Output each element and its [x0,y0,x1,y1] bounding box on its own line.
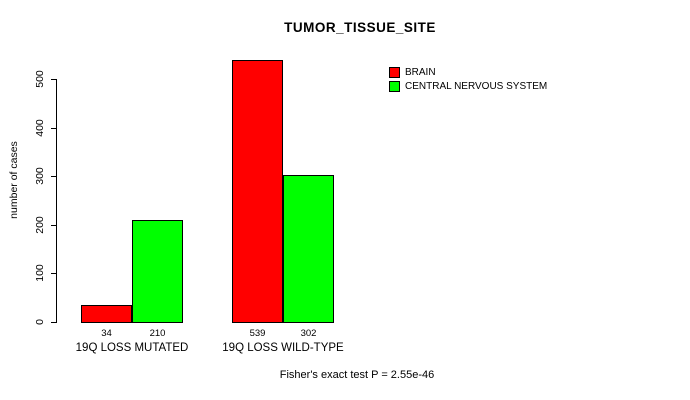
legend-row: BRAIN [389,66,547,80]
annotation-text: Fisher's exact test P = 2.55e-46 [279,369,435,381]
bar-value-label: 302 [300,328,317,339]
bar-value-label: 539 [249,328,266,339]
y-axis-tick [51,225,56,226]
y-axis-tick-label: 500 [34,70,46,88]
y-axis-line [56,79,57,323]
y-axis-tick [51,79,56,80]
legend-label: BRAIN [405,67,436,79]
y-axis-label: number of cases [8,141,20,219]
category-label: 19Q LOSS WILD-TYPE [222,342,344,354]
bar-central-nervous-system [132,220,183,323]
y-axis-tick-label: 0 [34,319,46,325]
legend-swatch-icon [389,67,400,79]
y-axis-tick-label: 100 [34,264,46,282]
legend: BRAIN CENTRAL NERVOUS SYSTEM [389,66,547,93]
bar-value-label: 34 [101,328,112,339]
legend-swatch-icon [389,80,400,92]
y-axis-tick [51,128,56,129]
bar-brain [81,305,132,323]
y-axis-tick-label: 400 [34,119,46,137]
y-axis-tick [51,176,56,177]
category-label: 19Q LOSS MUTATED [75,342,189,354]
chart-title: TUMOR_TISSUE_SITE [284,20,436,35]
y-axis-tick [51,273,56,274]
legend-label: CENTRAL NERVOUS SYSTEM [405,80,548,92]
y-axis-tick [51,322,56,323]
bar-value-label: 210 [149,328,166,339]
legend-row: CENTRAL NERVOUS SYSTEM [389,80,547,94]
bar-brain [232,60,283,323]
y-axis-tick-label: 200 [34,216,46,234]
y-axis-tick-label: 300 [34,167,46,185]
bar-central-nervous-system [283,175,334,323]
